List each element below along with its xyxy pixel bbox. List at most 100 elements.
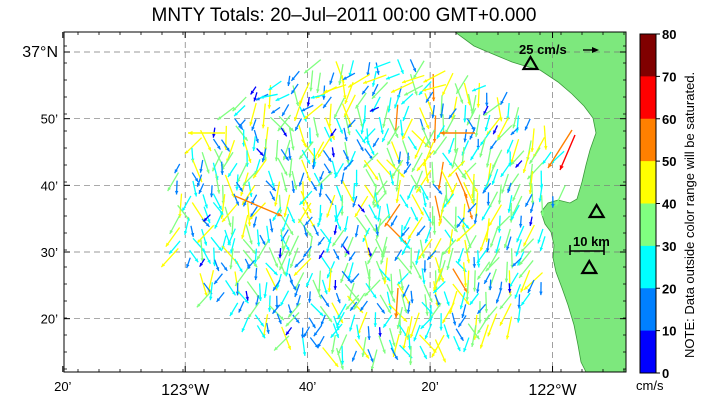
current-vector bbox=[406, 152, 410, 166]
current-vector bbox=[395, 169, 400, 192]
current-vector bbox=[196, 224, 215, 244]
current-vector bbox=[215, 174, 221, 194]
colorbar-tick-label: 60 bbox=[662, 112, 676, 127]
current-vector bbox=[483, 272, 491, 285]
current-vector bbox=[191, 172, 199, 183]
current-vector bbox=[335, 118, 344, 134]
lat-tick-label: 37°N bbox=[22, 44, 58, 61]
current-vector bbox=[248, 202, 266, 221]
current-vector bbox=[399, 119, 404, 138]
current-vector bbox=[275, 93, 290, 102]
current-vector bbox=[390, 347, 399, 361]
current-vector bbox=[424, 129, 436, 148]
current-vector bbox=[520, 292, 531, 306]
current-vector bbox=[476, 250, 481, 268]
current-vector bbox=[499, 281, 503, 292]
current-vector bbox=[417, 238, 433, 260]
current-vector bbox=[559, 134, 576, 171]
current-vector bbox=[510, 139, 520, 164]
colorbar-segment bbox=[640, 288, 656, 332]
current-vector bbox=[395, 179, 401, 204]
current-vector bbox=[355, 129, 366, 144]
current-vector bbox=[378, 327, 382, 337]
current-vector bbox=[500, 161, 512, 178]
current-vector bbox=[265, 180, 277, 192]
current-vector bbox=[420, 316, 434, 330]
current-vector bbox=[201, 152, 210, 174]
current-vector bbox=[453, 336, 461, 352]
current-vector bbox=[343, 216, 349, 232]
current-vector bbox=[524, 194, 533, 207]
current-vector bbox=[510, 150, 525, 166]
current-vector bbox=[400, 226, 410, 237]
current-vector bbox=[424, 294, 429, 316]
current-vector bbox=[467, 202, 477, 213]
current-vector bbox=[394, 93, 401, 109]
current-vector bbox=[463, 182, 475, 205]
current-vector bbox=[407, 136, 418, 151]
current-vector bbox=[438, 203, 445, 227]
current-vector bbox=[184, 137, 203, 155]
scale-arrow: 25 cm/s bbox=[519, 42, 599, 57]
current-vector bbox=[200, 239, 205, 262]
current-vector bbox=[452, 268, 468, 293]
current-vector bbox=[375, 224, 379, 236]
current-vector bbox=[333, 248, 340, 260]
current-vector bbox=[515, 160, 523, 168]
current-vector bbox=[381, 128, 390, 143]
current-vector bbox=[551, 196, 555, 208]
current-vector bbox=[447, 160, 466, 178]
scale-arrow-label: 25 cm/s bbox=[519, 42, 567, 57]
current-vector bbox=[495, 291, 501, 304]
current-vector bbox=[290, 70, 300, 82]
current-vector bbox=[362, 152, 379, 168]
current-vector bbox=[473, 213, 478, 225]
current-vector bbox=[529, 202, 535, 214]
current-vector bbox=[317, 212, 323, 228]
colorbar-units: cm/s bbox=[636, 378, 664, 393]
current-vector bbox=[202, 194, 208, 209]
current-vector bbox=[394, 249, 403, 262]
current-vector bbox=[372, 191, 387, 208]
current-vector bbox=[238, 119, 246, 128]
current-vector bbox=[192, 180, 198, 197]
current-vector bbox=[303, 224, 308, 237]
current-vector bbox=[443, 291, 450, 306]
current-vector bbox=[165, 227, 181, 247]
current-vector bbox=[409, 312, 420, 339]
current-vector bbox=[341, 75, 347, 100]
current-vector bbox=[252, 136, 256, 151]
current-vector bbox=[348, 251, 356, 262]
current-vector bbox=[229, 248, 234, 270]
current-vector bbox=[406, 301, 411, 314]
current-vector bbox=[504, 261, 509, 283]
current-vector bbox=[343, 159, 354, 171]
current-vector bbox=[333, 279, 338, 290]
current-vector bbox=[292, 314, 300, 324]
plot-frame bbox=[63, 31, 627, 373]
current-vector bbox=[394, 287, 399, 319]
current-vector bbox=[252, 159, 267, 179]
current-vector bbox=[326, 236, 332, 253]
current-vector bbox=[252, 216, 258, 228]
current-vector bbox=[456, 217, 465, 228]
current-vector bbox=[354, 195, 369, 218]
current-vector bbox=[403, 163, 412, 175]
current-vector bbox=[323, 126, 333, 143]
current-vector bbox=[432, 215, 437, 235]
current-vector bbox=[379, 294, 392, 314]
current-vector bbox=[469, 146, 480, 161]
current-vector bbox=[518, 260, 534, 279]
current-vector bbox=[280, 234, 290, 252]
current-vector bbox=[199, 129, 212, 152]
current-vector bbox=[356, 324, 361, 340]
current-vector bbox=[528, 147, 541, 165]
current-vector bbox=[363, 159, 379, 181]
current-vector bbox=[227, 228, 236, 246]
current-vector bbox=[501, 173, 509, 194]
current-vector bbox=[465, 280, 469, 301]
colorbar-segment bbox=[640, 34, 656, 77]
current-vector bbox=[414, 136, 426, 159]
current-vector bbox=[216, 291, 225, 303]
current-vector bbox=[382, 314, 393, 329]
